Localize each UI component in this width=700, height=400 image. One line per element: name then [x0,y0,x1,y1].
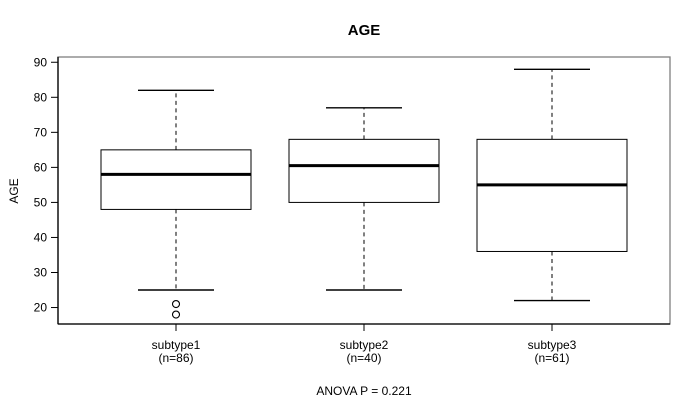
x-axis-group-label: subtype3 [528,338,577,352]
x-axis-group-label: subtype2 [340,338,389,352]
y-axis-tick-label: 30 [34,265,48,279]
y-axis-tick-label: 20 [34,301,48,315]
anova-footer: ANOVA P = 0.221 [316,384,412,398]
outlier-point [171,299,181,309]
y-axis-tick-label: 70 [34,125,48,139]
x-axis-group-n-label: (n=40) [346,351,381,365]
chart-title: AGE [347,22,381,39]
x-axis-group-n-label: (n=86) [158,351,193,365]
outlier-point [171,310,181,319]
y-axis-tick-label: 80 [34,90,48,104]
y-axis-tick-label: 60 [34,160,48,174]
y-axis-tick-label: 50 [34,195,48,209]
iqr-box [100,149,252,210]
x-axis-group-n-label: (n=61) [534,351,569,365]
iqr-box [288,138,440,203]
iqr-box [476,138,628,252]
y-axis-tick-label: 40 [34,230,48,244]
x-axis-group-label: subtype1 [152,338,201,352]
y-axis-tick-label: 90 [34,55,48,69]
